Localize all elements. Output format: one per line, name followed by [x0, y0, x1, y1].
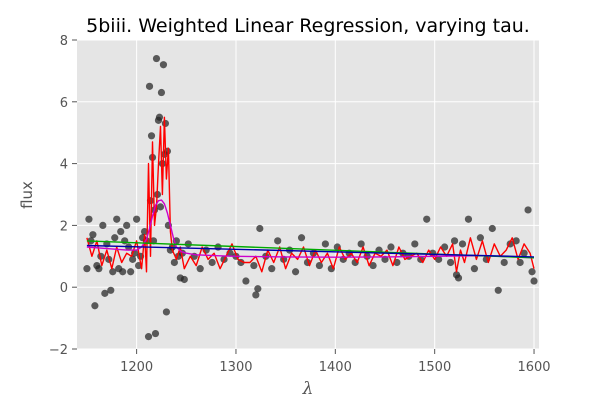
data-point: [494, 286, 502, 294]
y-tick-label: 0: [60, 281, 68, 296]
data-point: [109, 268, 117, 276]
data-point: [111, 234, 119, 242]
data-point: [450, 237, 459, 245]
data-point: [133, 215, 141, 223]
x-tick-label: 1400: [319, 360, 352, 375]
data-point: [242, 277, 250, 285]
data-point: [369, 261, 377, 270]
data-point: [101, 289, 109, 297]
data-point: [488, 224, 496, 233]
chart-title: 5biii. Weighted Linear Regression, varyi…: [86, 15, 530, 37]
data-point: [95, 265, 103, 273]
data-point: [99, 221, 107, 229]
data-point: [127, 268, 135, 276]
data-point: [470, 265, 479, 273]
x-tick-label: 1500: [418, 360, 451, 375]
data-point: [464, 215, 473, 223]
data-point: [83, 265, 91, 273]
data-point: [446, 258, 455, 267]
data-point: [107, 286, 115, 294]
data-point: [129, 255, 137, 263]
y-tick-label: 8: [60, 34, 68, 49]
y-tick-label: 4: [60, 158, 68, 173]
data-point: [158, 160, 167, 168]
data-point: [180, 275, 188, 284]
data-point: [123, 221, 131, 229]
data-point: [274, 237, 282, 245]
x-tick-label: 1200: [120, 360, 153, 375]
data-point: [454, 274, 463, 282]
data-point: [441, 243, 449, 251]
data-point: [113, 215, 121, 223]
data-point: [254, 285, 262, 293]
data-point: [170, 258, 178, 267]
data-point: [250, 261, 258, 270]
data-point: [321, 240, 329, 248]
data-point: [155, 113, 164, 121]
data-point: [524, 206, 532, 214]
series-line-2: [86, 199, 535, 259]
series-line-4: [86, 244, 535, 258]
data-point: [208, 258, 216, 267]
data-point: [89, 231, 97, 239]
data-point: [256, 224, 264, 233]
data-point: [159, 61, 168, 69]
data-point: [156, 203, 165, 211]
data-point: [151, 329, 160, 338]
data-point: [500, 258, 508, 267]
x-axis-label: λ: [302, 379, 314, 399]
y-axis-label: flux: [18, 181, 36, 209]
data-point: [157, 88, 166, 97]
data-point: [196, 265, 204, 273]
data-point: [351, 258, 359, 267]
data-point: [119, 268, 127, 276]
data-point: [144, 333, 153, 341]
data-point: [520, 249, 528, 257]
data-point: [387, 243, 395, 251]
x-tick-label: 1600: [517, 360, 550, 375]
data-point: [528, 268, 536, 276]
data-point: [161, 119, 170, 128]
data-point: [315, 261, 324, 270]
data-point: [140, 227, 149, 236]
data-point: [411, 240, 419, 248]
data-point: [145, 82, 154, 90]
series-line-1: [86, 116, 535, 273]
y-tick-label: 6: [60, 96, 68, 111]
data-point: [85, 215, 93, 223]
data-point: [91, 302, 99, 310]
y-tick-label: −2: [49, 343, 68, 358]
data-point: [458, 240, 467, 248]
data-point: [516, 258, 524, 267]
data-point: [117, 227, 125, 236]
plot-layer: [83, 54, 538, 341]
data-point: [476, 234, 484, 242]
data-point: [147, 132, 156, 140]
data-point: [291, 268, 300, 276]
data-point: [297, 234, 306, 242]
data-point: [152, 54, 161, 63]
data-point: [162, 308, 171, 316]
axis-ticks: 1200 1300 1400 1500 1600 −2 0 2 4 6 8: [49, 34, 551, 375]
x-tick-label: 1300: [219, 360, 252, 375]
data-point: [530, 277, 538, 285]
y-tick-label: 2: [60, 219, 68, 234]
data-point: [121, 237, 129, 245]
data-point: [512, 237, 520, 245]
data-point: [252, 291, 260, 299]
data-point: [357, 240, 365, 248]
data-point: [423, 215, 431, 223]
data-point: [184, 240, 192, 248]
data-point: [435, 255, 443, 263]
data-point: [268, 265, 276, 273]
